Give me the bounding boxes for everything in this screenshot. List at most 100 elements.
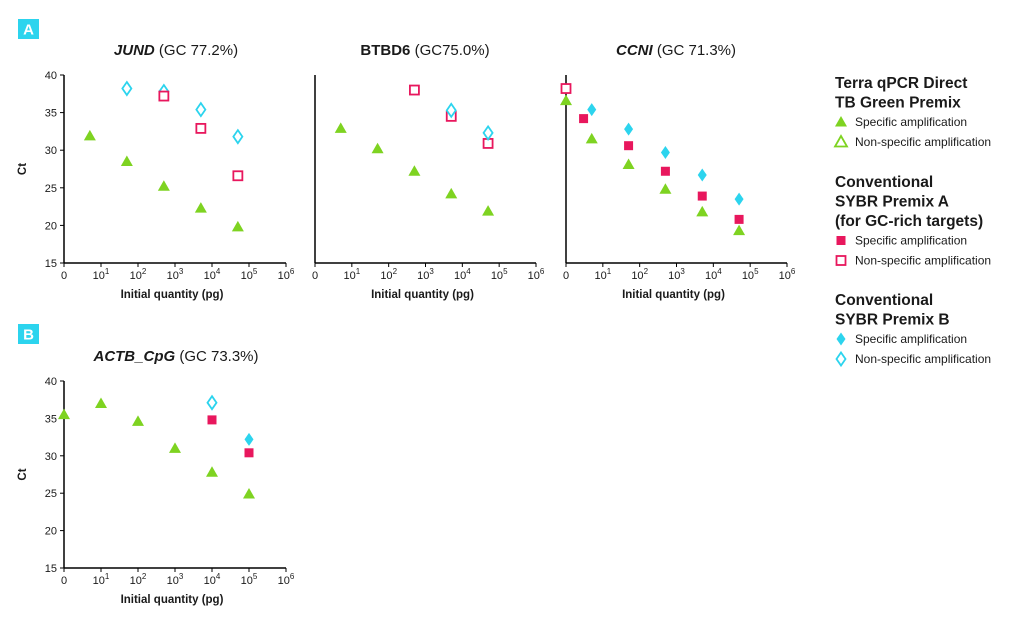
x-tick-label: 106 — [278, 267, 295, 282]
legend-group-title: SYBR Premix A — [835, 194, 949, 211]
svg-text:A: A — [23, 22, 34, 39]
legend-group-terra: Terra qPCR Direct TB Green Premix Specific… — [833, 75, 991, 149]
legend-group-title: SYBR Premix B — [835, 312, 950, 329]
chart-actb-cpg: ACTB_CpG (GC 73.3%) 0 101 102 103 104 105 106 15… — [17, 348, 295, 606]
y-tick-label: 25 — [45, 488, 57, 500]
data-point — [231, 220, 244, 232]
data-point — [482, 124, 494, 141]
data-point — [232, 170, 244, 182]
x-tick-label: 0 — [61, 270, 67, 282]
x-tick-label: 104 — [204, 572, 221, 587]
x-axis-label: Initial quantity (pg) — [121, 289, 224, 301]
legend-group-sybrB: Conventional SYBR Premix B Specific amplif… — [835, 292, 991, 368]
series-sybrA-specific — [207, 415, 254, 458]
y-tick-label: 25 — [45, 183, 57, 195]
chart-title: JUND (GC 77.2%) — [114, 42, 238, 59]
svg-text:B: B — [23, 327, 34, 344]
legend-entry-label: Specific amplification — [855, 234, 967, 248]
x-tick-label: 104 — [705, 267, 722, 282]
data-point — [733, 224, 746, 236]
data-point — [579, 114, 589, 124]
legend-marker-diamond-icon — [835, 350, 847, 368]
legend-entry: Specific amplification — [836, 332, 967, 346]
series-terra-specific — [58, 397, 255, 499]
data-point — [58, 408, 70, 420]
legend-group-sybrA: Conventional SYBR Premix A (for GC-rich ta… — [835, 174, 991, 268]
chart-ccni: CCNI (GC 71.3%) 0 101 102 103 104 105 106 Initia… — [560, 42, 796, 301]
series-sybrB-specific — [244, 432, 254, 446]
legend-marker-diamond-icon — [836, 332, 846, 346]
y-tick-label: 35 — [45, 413, 57, 425]
series-terra-specific — [560, 94, 746, 236]
y-tick-label: 35 — [45, 108, 57, 120]
x-tick-label: 0 — [563, 270, 569, 282]
data-point — [169, 442, 181, 453]
x-tick-label: 106 — [528, 267, 545, 282]
x-tick-label: 102 — [380, 267, 397, 282]
legend-entry: Specific amplification — [836, 234, 967, 248]
series-sybrB-nonspecific — [445, 102, 494, 141]
legend-marker-triangle-icon — [833, 134, 849, 148]
x-tick-label: 101 — [594, 267, 611, 282]
x-tick-label: 102 — [130, 572, 147, 587]
data-point — [83, 129, 96, 141]
x-tick-label: 106 — [779, 267, 796, 282]
legend-entry-label: Specific amplification — [855, 332, 967, 346]
series-sybrB-nonspecific — [121, 80, 244, 145]
series-sybrA-nonspecific — [560, 83, 572, 94]
legend-marker-triangle-icon — [835, 116, 847, 127]
y-axis-label: Ct — [17, 163, 29, 175]
chart-btbd6: BTBD6 (GC75.0%) 0 101 102 103 104 105 106 Initia… — [312, 42, 545, 301]
series-sybrA-nonspecific — [158, 90, 244, 182]
x-tick-label: 105 — [241, 572, 258, 587]
chart-title: BTBD6 (GC75.0%) — [360, 42, 489, 59]
data-point — [243, 487, 255, 499]
data-point — [445, 102, 457, 119]
data-point — [132, 415, 144, 426]
y-tick-label: 15 — [45, 563, 57, 575]
data-point — [194, 202, 207, 213]
x-tick-label: 105 — [491, 267, 508, 282]
x-tick-label: 104 — [454, 267, 471, 282]
x-tick-label: 0 — [312, 270, 318, 282]
data-point — [560, 94, 572, 106]
data-point — [445, 187, 458, 199]
y-tick-label: 40 — [45, 70, 57, 82]
data-point — [660, 166, 670, 176]
y-tick-label: 30 — [45, 451, 57, 463]
data-point — [371, 142, 384, 154]
data-point — [121, 80, 133, 97]
data-point — [482, 205, 495, 216]
x-tick-label: 105 — [241, 267, 258, 282]
data-point — [408, 165, 421, 176]
data-point — [157, 180, 170, 191]
data-point — [697, 168, 707, 182]
data-point — [244, 432, 254, 446]
data-point — [624, 122, 634, 136]
legend-entry: Non-specific amplification — [835, 350, 991, 368]
y-tick-label: 40 — [45, 376, 57, 388]
y-tick-label: 30 — [45, 145, 57, 157]
y-axis-label: Ct — [17, 468, 29, 480]
data-point — [206, 466, 218, 477]
series-terra-specific — [83, 129, 244, 232]
data-point — [206, 394, 218, 411]
data-point — [734, 192, 744, 206]
legend-entry-label: Non-specific amplification — [855, 254, 991, 268]
y-tick-label: 20 — [45, 526, 57, 538]
legend-marker-square-icon — [835, 255, 847, 266]
series-sybrB-specific — [587, 103, 744, 206]
x-tick-label: 103 — [668, 267, 685, 282]
y-tick-label: 15 — [45, 258, 57, 270]
data-point — [660, 145, 670, 159]
series-sybrA-specific — [579, 114, 744, 224]
data-point — [622, 158, 635, 169]
x-tick-label: 103 — [167, 572, 184, 587]
data-point — [195, 122, 207, 134]
panel-label-a: A — [18, 19, 39, 39]
data-point — [244, 448, 254, 458]
legend-group-title: TB Green Premix — [835, 95, 961, 112]
data-point — [587, 103, 597, 117]
x-tick-label: 0 — [61, 575, 67, 587]
data-point — [585, 132, 598, 144]
